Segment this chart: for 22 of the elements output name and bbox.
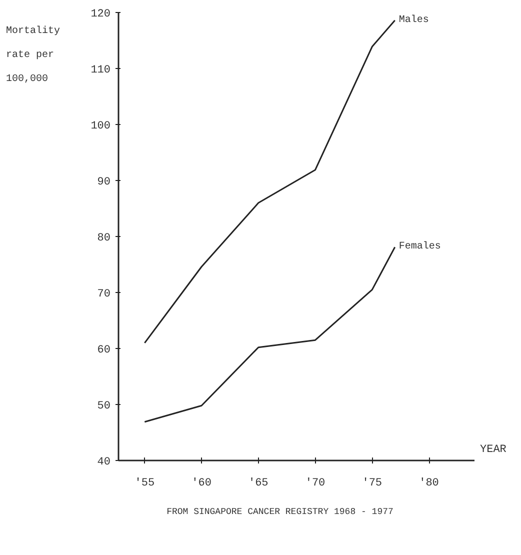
- y-tick-label: 60: [97, 344, 110, 356]
- text: FROM SINGAPORE CANCER REGISTRY 1968 - 1977: [166, 506, 394, 519]
- series-label: Males: [398, 14, 429, 26]
- x-tick-label: '60: [192, 478, 212, 490]
- y-tick-label: 50: [97, 400, 110, 412]
- y-tick-label: 100: [90, 120, 111, 132]
- line-series: [144, 20, 396, 344]
- y-tick-label: 80: [97, 232, 110, 244]
- y-tick-label: 120: [90, 8, 111, 20]
- x-axis-title: YEAR: [480, 443, 506, 458]
- y-tick-label: 40: [97, 456, 110, 468]
- line-series: [144, 246, 396, 423]
- x-tick-label: '65: [248, 478, 268, 490]
- y-tick-label: 110: [90, 64, 111, 76]
- y-tick-label: 90: [97, 176, 110, 188]
- y-tick-label: 70: [97, 288, 110, 300]
- series-label: Females: [398, 240, 441, 253]
- x-tick-label: '70: [305, 478, 326, 490]
- x-tick-label: '55: [134, 478, 155, 490]
- text: Mortality rate per 100,000: [6, 26, 60, 85]
- x-tick-label: '80: [419, 478, 439, 490]
- x-tick-label: '75: [362, 478, 382, 490]
